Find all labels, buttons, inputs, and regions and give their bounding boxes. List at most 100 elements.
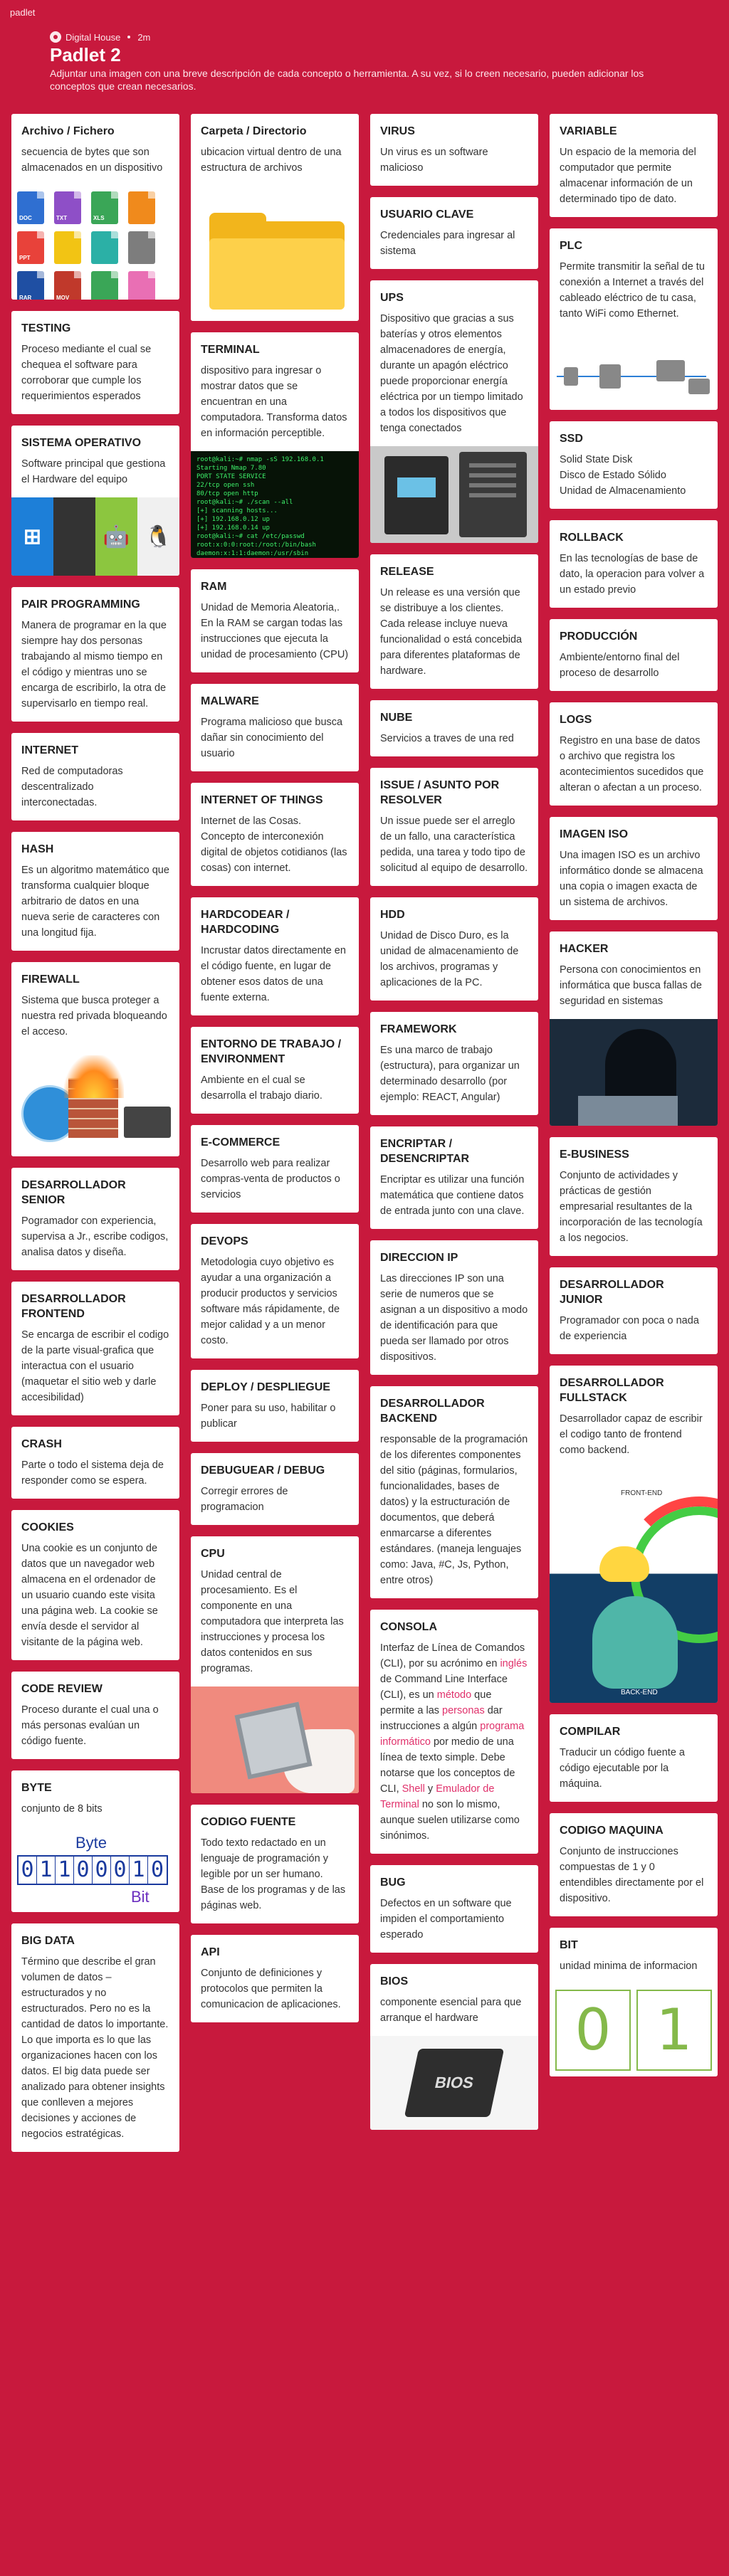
post-meta: Digital House 2m xyxy=(50,31,150,43)
body-link[interactable]: programa informático xyxy=(380,1721,525,1748)
post-title: ENCRIPTAR / DESENCRIPTAR xyxy=(380,1138,470,1165)
post-card-hash[interactable]: HASH Es un algoritmo matemático que trans… xyxy=(11,832,179,951)
post-card-byte[interactable]: BYTE conjunto de 8 bits Byte 0 1 1 0 0 0 1 0 Bit xyxy=(11,1770,179,1912)
post-title: RAM xyxy=(201,581,227,593)
post-card-codigo-fuente[interactable]: CODIGO FUENTE Todo texto redactado en un … xyxy=(191,1805,359,1923)
post-body: Proceso mediante el cual se chequea el s… xyxy=(21,344,152,402)
post-title: API xyxy=(201,1946,220,1958)
post-card-terminal[interactable]: TERMINAL dispositivo para ingresar o most… xyxy=(191,332,359,558)
file-type-label: MOV xyxy=(56,295,70,300)
post-card-hdd[interactable]: HDD Unidad de Disco Duro, es la unidad de… xyxy=(370,897,538,1001)
post-body: Red de computadoras descentralizado inte… xyxy=(21,766,123,808)
page-description: Adjuntar una imagen con una breve descri… xyxy=(50,68,644,92)
post-body: Dispositivo que gracias a sus baterías y… xyxy=(380,313,523,434)
body-link[interactable]: método xyxy=(436,1689,472,1701)
post-card-internet-of-things[interactable]: INTERNET OF THINGS Internet de las Cosas.… xyxy=(191,783,359,886)
post-card-crash[interactable]: CRASH Parte o todo el sistema deja de res… xyxy=(11,1427,179,1499)
post-card-variable[interactable]: VARIABLE Un espacio de la memoria del com… xyxy=(550,114,718,217)
post-card-desarrollador-senior[interactable]: DESARROLLADOR SENIOR Pogramador con exper… xyxy=(11,1168,179,1270)
post-card-archivo-fichero[interactable]: Archivo / Fichero secuencia de bytes que … xyxy=(11,114,179,300)
post-card-bit[interactable]: BIT unidad minima de informacion 0 1 xyxy=(550,1928,718,2076)
post-card-desarrollador-frontend[interactable]: DESARROLLADOR FRONTEND Se encarga de escr… xyxy=(11,1282,179,1415)
post-body: Término que describe el gran volumen de … xyxy=(21,1956,169,2140)
post-card-desarrollador-fullstack[interactable]: DESARROLLADOR FULLSTACK Desarrollador cap… xyxy=(550,1366,718,1703)
post-card-ssd[interactable]: SSD Solid State Disk Disco de Estado Sóli… xyxy=(550,421,718,509)
avatar-icon[interactable] xyxy=(50,31,61,43)
post-card-testing[interactable]: TESTING Proceso mediante el cual se chequ… xyxy=(11,311,179,414)
post-card-framework[interactable]: FRAMEWORK Es una marco de trabajo (estruc… xyxy=(370,1012,538,1115)
post-body: Software principal que gestiona el Hardw… xyxy=(21,458,166,485)
post-card-pair-programming[interactable]: PAIR PROGRAMMING Manera de programar en l… xyxy=(11,587,179,722)
post-card-devops[interactable]: DEVOPS Metodologia cuyo objetivo es ayuda… xyxy=(191,1224,359,1358)
post-card-firewall[interactable]: FIREWALL Sistema que busca proteger a nue… xyxy=(11,962,179,1156)
post-card-bios[interactable]: BIOS componente esencial para que arranqu… xyxy=(370,1964,538,2130)
post-card-api[interactable]: API Conjunto de definiciones y protocolos… xyxy=(191,1935,359,2022)
post-card-sistema-operativo[interactable]: SISTEMA OPERATIVO Software principal que … xyxy=(11,426,179,576)
post-card-desarrollador-junior[interactable]: DESARROLLADOR JUNIOR Programador con poca… xyxy=(550,1267,718,1354)
firewall-image xyxy=(11,1050,179,1156)
post-title: CRASH xyxy=(21,1438,62,1450)
body-link[interactable]: personas xyxy=(442,1705,485,1716)
post-title: DEBUGUEAR / DEBUG xyxy=(201,1464,325,1477)
post-card-code-review[interactable]: CODE REVIEW Proceso durante el cual una o… xyxy=(11,1672,179,1759)
folder-image xyxy=(191,186,359,321)
post-title: ISSUE / ASUNTO POR RESOLVER xyxy=(380,779,500,806)
app-logo[interactable]: padlet xyxy=(10,7,36,18)
post-body: conjunto de 8 bits xyxy=(21,1803,103,1815)
post-card-big-data[interactable]: BIG DATA Término que describe el gran vol… xyxy=(11,1923,179,2152)
post-title: DIRECCION IP xyxy=(380,1252,458,1264)
post-card-codigo-maquina[interactable]: CODIGO MAQUINA Conjunto de instrucciones … xyxy=(550,1813,718,1916)
plc-diagram-image xyxy=(550,332,718,410)
post-title: MALWARE xyxy=(201,695,259,707)
post-title: DEPLOY / DESPLIEGUE xyxy=(201,1381,330,1393)
post-card-direccion-ip[interactable]: DIRECCION IP Las direcciones IP son una s… xyxy=(370,1240,538,1375)
post-body: En las tecnologías de base de dato, la o… xyxy=(560,553,705,596)
post-card-plc[interactable]: PLC Permite transmitir la señal de tu con… xyxy=(550,228,718,410)
post-card-consola[interactable]: CONSOLA Interfaz de Línea de Comandos (CL… xyxy=(370,1610,538,1854)
post-card-rollback[interactable]: ROLLBACK En las tecnologías de base de da… xyxy=(550,520,718,608)
file-type-icon: XLS xyxy=(91,191,118,224)
post-card-e-business[interactable]: E-BUSINESS Conjunto de actividades y prác… xyxy=(550,1137,718,1256)
post-title: CONSOLA xyxy=(380,1621,437,1633)
android-icon: 🤖 xyxy=(95,497,137,576)
post-card-cookies[interactable]: COOKIES Una cookie es un conjunto de dato… xyxy=(11,1510,179,1660)
post-card-virus[interactable]: VIRUS Un virus es un software malicioso xyxy=(370,114,538,186)
post-card-encriptar-desencriptar[interactable]: ENCRIPTAR / DESENCRIPTAR Encriptar es uti… xyxy=(370,1126,538,1229)
post-card-hardcodear-hardcoding[interactable]: HARDCODEAR / HARDCODING Incrustar datos d… xyxy=(191,897,359,1015)
post-card-entorno-de-trabajo-environment[interactable]: ENTORNO DE TRABAJO / ENVIRONMENT Ambiente… xyxy=(191,1027,359,1114)
post-card-carpeta-directorio[interactable]: Carpeta / Directorio ubicacion virtual de… xyxy=(191,114,359,321)
post-card-issue-asunto-por-resolver[interactable]: ISSUE / ASUNTO POR RESOLVER Un issue pued… xyxy=(370,768,538,886)
post-card-hacker[interactable]: HACKER Persona con conocimientos en infor… xyxy=(550,931,718,1126)
post-card-imagen-iso[interactable]: IMAGEN ISO Una imagen ISO es un archivo i… xyxy=(550,817,718,920)
post-body: Internet de las Cosas. Concepto de inter… xyxy=(201,815,347,874)
device-icon xyxy=(656,360,685,381)
body-link[interactable]: inglés xyxy=(500,1658,528,1669)
post-card-bug[interactable]: BUG Defectos en un software que impiden e… xyxy=(370,1865,538,1953)
post-card-deploy-despliegue[interactable]: DEPLOY / DESPLIEGUE Poner para su uso, ha… xyxy=(191,1370,359,1442)
post-body: Sistema que busca proteger a nuestra red… xyxy=(21,995,167,1038)
post-card-internet[interactable]: INTERNET Red de computadoras descentraliz… xyxy=(11,733,179,820)
post-card-debuguear-debug[interactable]: DEBUGUEAR / DEBUG Corregir errores de pro… xyxy=(191,1453,359,1525)
post-card-logs[interactable]: LOGS Registro en una base de datos o arch… xyxy=(550,702,718,806)
post-body: secuencia de bytes que son almacenados e… xyxy=(21,147,163,174)
body-link[interactable]: Emulador de Terminal xyxy=(380,1783,495,1810)
file-type-icon: DOC xyxy=(17,191,44,224)
post-title: HASH xyxy=(21,843,54,855)
body-text: dar instrucciones a algún xyxy=(380,1705,503,1732)
post-card-desarrollador-backend[interactable]: DESARROLLADOR BACKEND responsable de la … xyxy=(370,1386,538,1598)
post-card-usuario-clave[interactable]: USUARIO CLAVE Credenciales para ingresar … xyxy=(370,197,538,269)
post-title: SISTEMA OPERATIVO xyxy=(21,437,142,449)
body-text: Interfaz de Línea de Comandos (CLI), por… xyxy=(380,1642,525,1669)
post-card-ram[interactable]: RAM Unidad de Memoria Aleatoria,. En la R… xyxy=(191,569,359,672)
body-link[interactable]: Shell xyxy=(402,1783,425,1795)
post-card-nube[interactable]: NUBE Servicios a traves de una red xyxy=(370,700,538,756)
author-name[interactable]: Digital House xyxy=(65,31,121,43)
post-card-malware[interactable]: MALWARE Programa malicioso que busca daña… xyxy=(191,684,359,771)
file-type-label: PPT xyxy=(19,255,31,261)
post-card-release[interactable]: RELEASE Un release es una versión que se … xyxy=(370,554,538,689)
post-card-produccion[interactable]: PRODUCCIÓN Ambiente/entorno final del pro… xyxy=(550,619,718,691)
post-card-ups[interactable]: UPS Dispositivo que gracias a sus baterí… xyxy=(370,280,538,543)
post-card-e-commerce[interactable]: E-COMMERCE Desarrollo web para realizar c… xyxy=(191,1125,359,1213)
post-card-compilar[interactable]: COMPILAR Traducir un código fuente a códi… xyxy=(550,1714,718,1802)
post-card-cpu[interactable]: CPU Unidad central de procesamiento. Es e… xyxy=(191,1536,359,1793)
